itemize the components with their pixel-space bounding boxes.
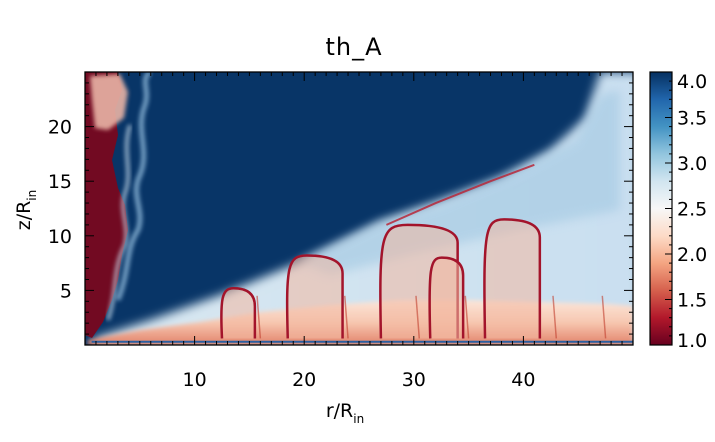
colorbar-tick-label: 1.0 [677,330,707,352]
colorbar-tick-label: 3.5 [677,108,707,130]
disk-filament [344,295,349,339]
x-tick-label: 40 [511,369,535,391]
colorbar-tick-label: 1.5 [677,290,707,312]
corona-mid [300,90,620,275]
shock-arc [483,218,542,339]
shock-features [91,163,633,343]
x-tick-label: 30 [402,369,426,391]
y-tick-label: 20 [48,117,72,139]
shock-bubble [429,257,464,339]
x-axis-label: r/Rin [326,400,364,426]
disk-filament [601,295,607,339]
x-axis: 10 20 30 40 [95,72,623,391]
disk-filament [552,295,558,339]
shock-bubble [221,288,255,339]
disk-filament [464,295,470,339]
y-axis: 5 10 15 20 [48,82,633,335]
colorbar-ticks: 1.0 1.5 2.0 2.5 3.0 3.5 4.0 [665,71,707,352]
upper-shock-line [385,163,535,226]
chart-title: th_A [325,33,382,61]
shock-bubble [287,255,343,339]
x-tick-label: 20 [292,369,316,391]
jet-wisps-2 [106,124,132,321]
shock-arc [428,256,465,339]
y-tick-label: 10 [48,226,72,248]
x-tick-label: 10 [183,369,207,391]
colorbar-tick-label: 2.5 [677,199,707,221]
shock-arc [285,254,344,339]
y-axis-label: z/Rin [13,190,39,231]
heatmap-field [85,72,633,345]
shock-arc [379,223,459,339]
colorbar-tick-label: 4.0 [677,71,707,93]
disk-filament [256,295,262,339]
disk-filament [415,295,421,339]
colorbar-tick-label: 3.0 [677,153,707,175]
y-tick-label: 15 [48,171,72,193]
y-tick-label: 5 [60,280,72,302]
jet-outer-tongue [90,74,128,130]
jet-wisps [115,72,152,301]
shock-bubble [484,219,540,339]
colorbar-tick-label: 2.0 [677,244,707,266]
shock-arc [220,286,257,339]
